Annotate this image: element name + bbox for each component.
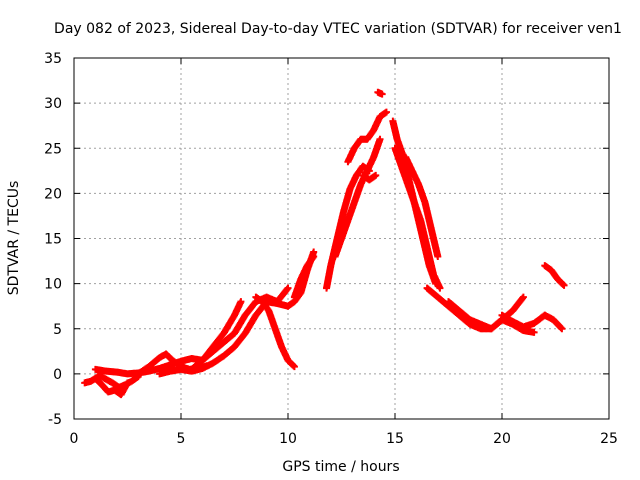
series-track-m xyxy=(344,108,390,166)
series-track-g xyxy=(198,284,292,364)
data-point xyxy=(434,253,442,261)
x-tick-label: 5 xyxy=(177,431,186,447)
y-tick-label: 25 xyxy=(44,141,62,157)
data-point xyxy=(530,328,538,336)
data-points xyxy=(81,88,568,399)
y-tick-label: 35 xyxy=(44,51,62,67)
series-track-b xyxy=(91,374,131,399)
series-track-n xyxy=(359,171,380,184)
data-point xyxy=(558,325,566,333)
x-axis-label: GPS time / hours xyxy=(282,459,399,475)
plot-frame xyxy=(73,57,610,420)
y-tick-label: 5 xyxy=(53,322,62,338)
data-point xyxy=(372,171,380,179)
y-tick-label: 15 xyxy=(44,232,62,248)
series-track-c xyxy=(91,355,206,378)
data-point xyxy=(310,253,318,261)
series-track-j xyxy=(290,253,318,301)
data-point xyxy=(378,90,386,98)
x-tick-label: 0 xyxy=(70,431,79,447)
chart-title: Day 082 of 2023, Sidereal Day-to-day VTE… xyxy=(54,21,622,37)
series-track-o xyxy=(374,88,386,98)
series-track-i xyxy=(263,248,318,310)
y-tick-label: 30 xyxy=(44,96,62,112)
y-tick-label: 0 xyxy=(53,367,62,383)
data-point xyxy=(519,293,527,301)
x-tick-label: 15 xyxy=(386,431,404,447)
series-track-w xyxy=(541,311,566,333)
y-tick-label: 10 xyxy=(44,277,62,293)
x-tick-label: 20 xyxy=(493,431,511,447)
x-tick-label: 25 xyxy=(600,431,618,447)
series-track-v xyxy=(541,262,568,289)
data-point xyxy=(376,135,384,143)
y-tick-label: 20 xyxy=(44,186,62,202)
series-track-l xyxy=(331,135,384,261)
x-tick-label: 10 xyxy=(279,431,297,447)
data-point xyxy=(560,281,568,289)
data-point xyxy=(290,363,298,371)
y-tick-label: -5 xyxy=(48,412,62,428)
series-track-q xyxy=(391,144,444,292)
data-point xyxy=(436,284,444,292)
y-axis-label: SDTVAR / TECUs xyxy=(6,181,22,296)
data-point xyxy=(237,298,245,306)
series-track-u xyxy=(498,311,549,331)
data-point xyxy=(124,379,131,387)
data-point xyxy=(382,108,390,116)
series-track-r xyxy=(402,153,442,261)
series-track-h xyxy=(252,293,298,371)
data-point xyxy=(284,284,292,292)
